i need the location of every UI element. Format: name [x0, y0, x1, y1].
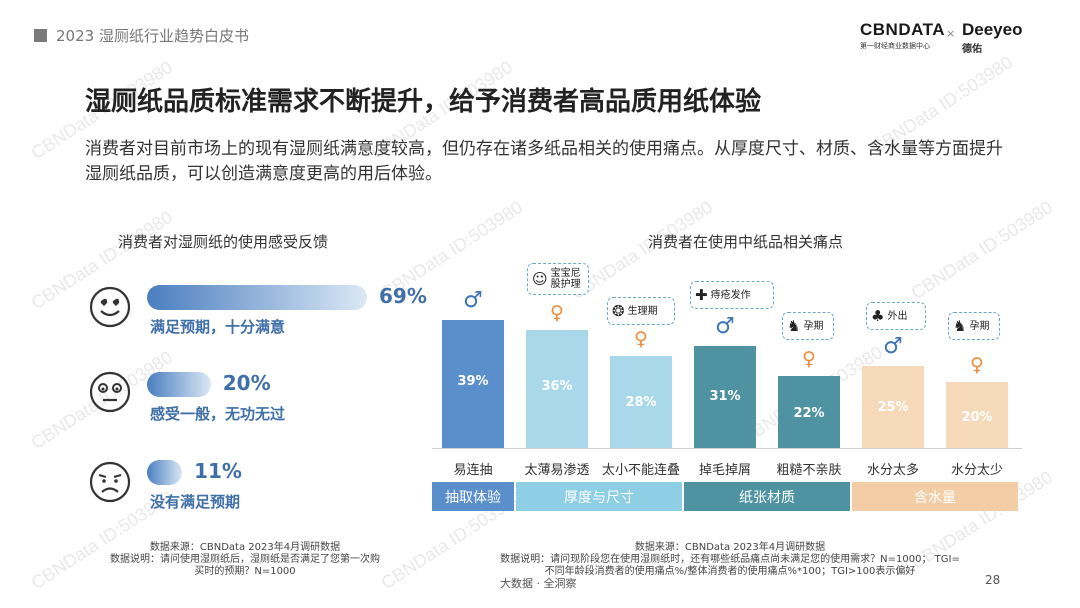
pain-point-category-label: 掉毛掉屑: [698, 463, 751, 478]
sad-face-icon: [89, 461, 131, 503]
pain-point-value-label: 39%: [457, 373, 489, 389]
right-note-text: 数据说明：请问现阶段您在使用湿厕纸时，还有哪些纸品痛点尚未满足您的使用需求？N=…: [500, 554, 960, 577]
persona-callout: ♞ 孕期: [782, 312, 834, 340]
persona-callout: ♣ 外出: [866, 302, 926, 330]
feedback-bar: [147, 372, 211, 397]
page-title: 湿厕纸品质标准需求不断提升，给予消费者高品质用纸体验: [85, 87, 762, 117]
left-source-text: 数据来源：CBNData 2023年4月调研数据: [149, 542, 341, 553]
persona-callout-label: 外出: [887, 310, 908, 322]
feedback-value-label: 69%: [379, 284, 427, 308]
persona-callout-label: 孕期: [969, 320, 990, 332]
persona-callout: ❂ 生理期: [607, 297, 675, 325]
female-symbol-icon: ♀: [802, 347, 816, 370]
left-note-text: 数据说明：请问使用湿厕纸后，湿厕纸是否满足了您第一次购买时的预期？N=1000: [110, 554, 380, 577]
pain-point-category-label: 太小不能连叠: [601, 463, 680, 478]
x-axis-line: [432, 448, 1022, 449]
persona-callout-label: 痔疮发作: [710, 289, 751, 301]
watermark: CBNData ID:503980: [907, 197, 1057, 304]
cbndata-logo: CBNDATA: [860, 20, 946, 39]
pain-point-bar: [862, 365, 924, 448]
male-symbol-icon: ♂: [463, 288, 483, 313]
feedback-category-label: 没有满足预期: [150, 493, 241, 511]
male-symbol-icon: ♂: [883, 333, 903, 359]
persona-callout-label: 孕期: [803, 320, 824, 332]
doc-title: 2023 湿厕纸行业趋势白皮书: [56, 27, 249, 45]
pain-point-category-label: 粗糙不亲肤: [776, 463, 842, 478]
pregnant-icon: ♞: [787, 317, 801, 335]
persona-callout: ♞ 孕期: [948, 312, 1000, 340]
feedback-category-label: 感受一般，无功无过: [150, 405, 286, 423]
pain-point-value-label: 22%: [793, 406, 825, 422]
pain-point-bar: [946, 382, 1008, 448]
cbndata-logo-sub: 第一财经商业数据中心: [860, 42, 930, 50]
female-symbol-icon: ♀: [970, 354, 984, 377]
pain-point-value-label: 36%: [541, 379, 573, 395]
pain-point-bar: [694, 346, 756, 448]
male-symbol-icon: ♂: [715, 314, 735, 340]
feedback-value-label: 11%: [194, 459, 242, 483]
pain-point-category-label: 易连抽: [453, 463, 493, 478]
feedback-value-label: 20%: [222, 371, 271, 395]
footer-tagline: 大数据 · 全洞察: [500, 577, 577, 590]
page-subtitle: 消费者对目前市场上的现有湿厕纸满意度较高，但仍存在诸多纸品相关的使用痛点。从厚度…: [85, 139, 1003, 184]
pain-point-value-label: 31%: [709, 388, 741, 404]
right-source-text: 数据来源：CBNData 2023年4月调研数据: [634, 542, 826, 553]
left-source: 数据来源：CBNData 2023年4月调研数据 数据说明：请问使用湿厕纸后，湿…: [70, 542, 420, 578]
header-square-icon: [34, 29, 47, 42]
pain-point-category-label: 水分太多: [866, 463, 919, 478]
pain-point-value-label: 20%: [961, 409, 993, 425]
persona-callout-label: 生理期: [627, 305, 658, 317]
uterus-icon: ❂: [612, 302, 625, 320]
right-source: 数据来源：CBNData 2023年4月调研数据 数据说明：请问现阶段您在使用湿…: [450, 542, 1010, 578]
first-aid-icon: ✚: [695, 286, 708, 304]
page-number: 28: [985, 573, 1001, 587]
pain-group-label: 厚度与尺寸: [516, 482, 682, 511]
left-chart-title: 消费者对湿厕纸的使用感受反馈: [118, 233, 329, 251]
pain-group-label: 抽取体验: [432, 482, 514, 511]
deeyeo-logo: Deeyeo: [962, 20, 1023, 39]
pain-point-bar: [526, 329, 588, 448]
female-symbol-icon: ♀: [550, 301, 564, 324]
logo-separator: ×: [946, 27, 956, 40]
pain-point-value-label: 28%: [625, 394, 657, 410]
pain-point-category-label: 水分太少: [950, 463, 1003, 478]
pain-point-bar: [778, 375, 840, 448]
deeyeo-logo-sub: 德佑: [962, 44, 982, 55]
feedback-bar: [147, 285, 367, 310]
palm-tree-icon: ♣: [871, 307, 885, 325]
heart-eyes-face-icon: [89, 286, 131, 328]
right-chart-title: 消费者在使用中纸品相关痛点: [648, 233, 844, 251]
pregnant-icon: ♞: [953, 317, 967, 335]
pain-point-bar: [610, 356, 672, 448]
persona-callout: ✚ 痔疮发作: [690, 281, 774, 309]
female-symbol-icon: ♀: [634, 328, 648, 351]
feedback-bar: [147, 460, 183, 485]
feedback-category-label: 满足预期，十分满意: [150, 318, 286, 336]
pain-group-label: 含水量: [852, 482, 1018, 511]
neutral-face-icon: [89, 371, 131, 413]
pain-point-value-label: 25%: [877, 400, 909, 416]
persona-callout: ☺ 宝宝尼股护理: [527, 263, 589, 295]
pain-point-category-label: 太薄易渗透: [524, 463, 590, 478]
persona-callout-label: 宝宝尼股护理: [550, 268, 581, 290]
pain-point-bar: [442, 320, 504, 448]
baby-icon: ☺: [532, 270, 548, 288]
pain-group-label: 纸张材质: [684, 482, 850, 511]
